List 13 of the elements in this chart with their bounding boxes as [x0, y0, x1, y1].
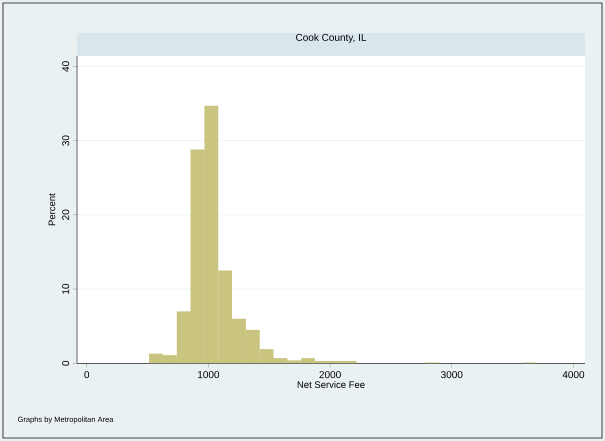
x-tick-label: 2000	[319, 371, 341, 378]
x-tick-label: 4000	[562, 371, 584, 378]
y-tick-label: 20	[62, 210, 70, 220]
x-tick-label: 3000	[441, 371, 462, 378]
y-tick-label: 30	[62, 135, 70, 146]
y-axis-title: Percent	[48, 193, 56, 226]
chart-title: Cook County, IL	[296, 34, 366, 43]
y-tick-label: 0	[62, 360, 70, 366]
y-tick-label: 10	[62, 284, 70, 294]
y-tick-label: 40	[62, 61, 70, 72]
x-tick-label: 1000	[198, 371, 220, 378]
x-axis-title: Net Service Fee	[298, 381, 365, 388]
x-tick-label: 0	[84, 371, 90, 378]
